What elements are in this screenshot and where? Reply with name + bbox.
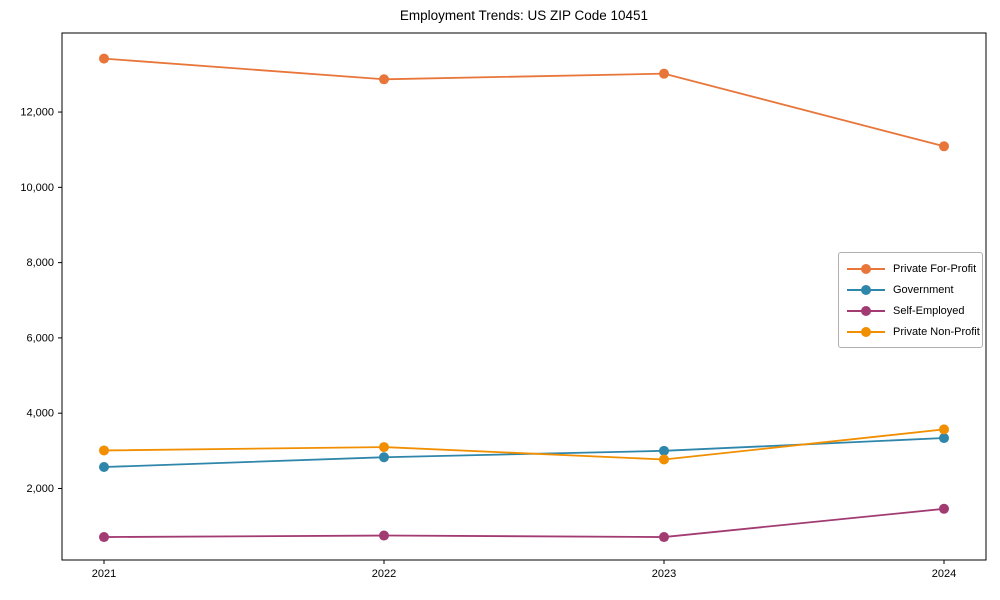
chart-title: Employment Trends: US ZIP Code 10451 <box>399 8 649 23</box>
legend-item-label: Self-Employed <box>893 304 965 317</box>
legend-item-label: Government <box>893 283 954 296</box>
legend-item: Self-Employed <box>847 300 976 321</box>
svg-text:12,000: 12,000 <box>20 107 54 119</box>
legend-marker <box>847 263 885 274</box>
svg-text:2023: 2023 <box>652 568 676 580</box>
svg-text:8,000: 8,000 <box>26 257 54 269</box>
legend: Private For-Profit Government Self-Emplo… <box>838 252 983 348</box>
svg-text:10,000: 10,000 <box>20 182 54 194</box>
svg-text:6,000: 6,000 <box>26 332 54 344</box>
legend-item: Private For-Profit <box>847 258 976 279</box>
legend-dot-swatch <box>861 305 871 316</box>
legend-item: Private Non-Profit <box>847 321 980 342</box>
svg-text:2022: 2022 <box>372 568 396 580</box>
legend-dot-swatch <box>861 326 871 337</box>
svg-text:2,000: 2,000 <box>26 483 54 495</box>
legend-item-label: Private For-Profit <box>893 262 977 275</box>
legend-item-label: Private Non-Profit <box>893 325 980 338</box>
svg-text:2024: 2024 <box>932 568 956 580</box>
legend-dot-swatch <box>861 263 871 274</box>
legend-marker <box>847 326 885 337</box>
legend-marker <box>847 284 885 295</box>
svg-text:2021: 2021 <box>92 568 116 580</box>
legend-marker <box>847 305 885 316</box>
legend-item: Government <box>847 279 976 300</box>
svg-text:4,000: 4,000 <box>26 408 54 420</box>
legend-dot-swatch <box>861 284 871 295</box>
